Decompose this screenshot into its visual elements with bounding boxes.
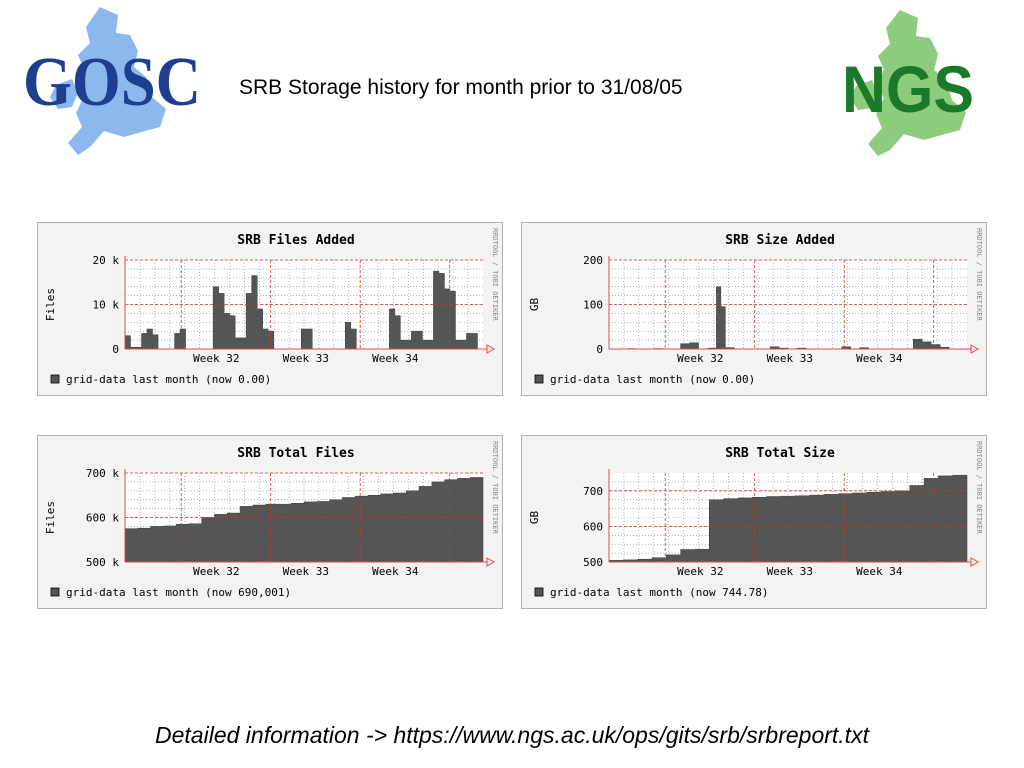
chart-title: SRB Total Files <box>237 446 354 461</box>
y-tick-label: 500 <box>583 556 603 569</box>
x-tick-label: Week 34 <box>856 352 903 365</box>
x-tick-label: Week 34 <box>856 565 903 578</box>
x-tick-label: Week 33 <box>283 352 329 365</box>
legend-swatch <box>534 587 544 597</box>
gosc-uk-map-icon <box>50 7 166 155</box>
y-tick-label: 0 <box>596 343 603 356</box>
x-tick-label: Week 32 <box>677 352 723 365</box>
x-tick-label: Week 34 <box>372 565 419 578</box>
legend-label: grid-data last month (now 690,001) <box>66 586 291 599</box>
y-tick-label: 200 <box>583 254 603 267</box>
x-axis-arrow <box>486 557 496 567</box>
ngs-uk-map-icon <box>850 10 966 156</box>
ngs-logo: NGS <box>838 8 988 158</box>
chart-title: SRB Files Added <box>237 233 354 248</box>
y-tick-label: 20 k <box>93 254 120 267</box>
y-axis-label: Files <box>44 501 57 534</box>
y-tick-label: 600 <box>583 520 603 533</box>
rrdtool-watermark: RRDTOOL / TOBI OETIKER <box>975 228 983 322</box>
y-tick-label: 700 <box>583 485 603 498</box>
plot-area <box>609 260 967 349</box>
x-axis-arrow <box>970 344 980 354</box>
chart-title: SRB Size Added <box>725 233 835 248</box>
x-tick-label: Week 33 <box>283 565 329 578</box>
x-tick-label: Week 33 <box>767 352 813 365</box>
y-axis-label: Files <box>44 288 57 321</box>
x-tick-label: Week 32 <box>677 565 723 578</box>
chart-files-added: 0 10 k 20 k Week 32 Week 33 Week 34 SRB Files … <box>37 222 503 396</box>
slide-title: SRB Storage history for month prior to 3… <box>239 76 683 99</box>
y-tick-label: 0 <box>112 343 119 356</box>
y-tick-label: 700 k <box>86 467 119 480</box>
chart-total-size: 500 600 700 Week 32 Week 33 Week 34 SRB Total … <box>521 435 987 609</box>
y-tick-label: 600 k <box>86 512 119 525</box>
y-axis-label: GB <box>528 511 541 525</box>
legend-label: grid-data last month (now 744.78) <box>550 586 769 599</box>
x-tick-label: Week 32 <box>193 352 239 365</box>
legend-swatch <box>50 587 60 597</box>
data-area-series <box>608 474 968 563</box>
ngs-logo-text: NGS <box>842 52 974 126</box>
rrdtool-watermark: RRDTOOL / TOBI OETIKER <box>975 441 983 535</box>
footer-link-text: Detailed information -> https://www.ngs.… <box>155 722 869 748</box>
rrdtool-watermark: RRDTOOL / TOBI OETIKER <box>491 228 499 322</box>
legend-swatch <box>534 374 544 384</box>
gosc-logo-text: GOSC <box>23 44 201 121</box>
data-area-series <box>124 477 484 563</box>
x-tick-label: Week 32 <box>193 565 239 578</box>
chart-size-added: 0 100 200 Week 32 Week 33 Week 34 SRB Size Add… <box>521 222 987 396</box>
legend-label: grid-data last month (now 0.00) <box>66 373 271 386</box>
x-axis-arrow <box>970 557 980 567</box>
gosc-logo: GOSC <box>20 5 205 155</box>
y-tick-label: 10 k <box>93 299 120 312</box>
chart-title: SRB Total Size <box>725 446 835 461</box>
rrdtool-watermark: RRDTOOL / TOBI OETIKER <box>491 441 499 535</box>
x-tick-label: Week 34 <box>372 352 419 365</box>
y-tick-label: 100 <box>583 299 603 312</box>
y-axis-label: GB <box>528 298 541 312</box>
legend-label: grid-data last month (now 0.00) <box>550 373 755 386</box>
legend-swatch <box>50 374 60 384</box>
x-tick-label: Week 33 <box>767 565 813 578</box>
chart-total-files: 500 k 600 k 700 k Week 32 Week 33 Week 34 SRB … <box>37 435 503 609</box>
x-axis-arrow <box>486 344 496 354</box>
y-tick-label: 500 k <box>86 556 119 569</box>
